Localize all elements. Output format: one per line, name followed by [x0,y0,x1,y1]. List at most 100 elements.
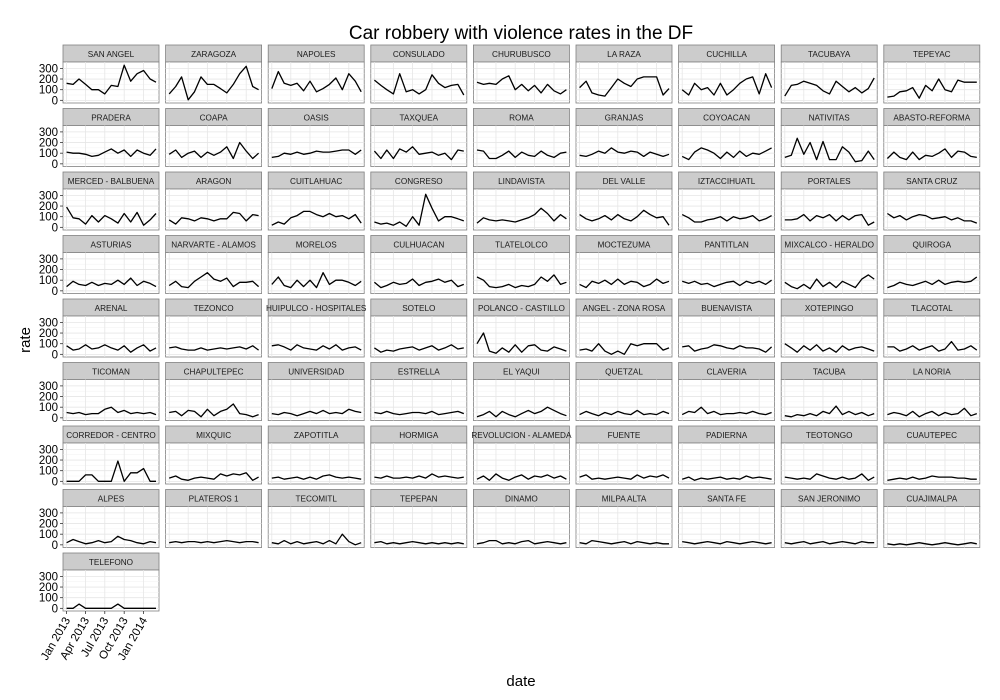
panel-label: CHURUBUSCO [492,50,551,59]
panel-background [780,61,878,104]
series-line [66,406,157,416]
panel-background [780,315,878,358]
panel-label: POLANCO - CASTILLO [478,304,565,313]
y-tick-label: 200 [39,519,58,531]
panel-11: COAPA [165,108,263,167]
series-line [784,540,875,545]
panel-label: TEZONCO [194,304,234,313]
panel-label: ZARAGOZA [191,50,237,59]
series-line [374,193,465,227]
panel-label: DEL VALLE [603,177,646,186]
series-line [887,407,978,418]
panel-2: ZARAGOZA [165,44,263,104]
panel-label: ANGEL - ZONA ROSA [583,304,666,313]
series-line [784,405,875,418]
series-line [682,540,772,545]
panel-35: MIXCALCO - HERALDO [780,235,878,294]
panel-label: MERCED - BALBUENA [68,177,155,186]
series-line [784,213,875,226]
panel-44: XOTEPINGO [780,298,878,358]
panel-label: CONGRESO [395,177,443,186]
panel-background [267,125,365,167]
y-tick-label: 200 [39,392,58,404]
panel-background [165,125,263,167]
panel-label: LINDAVISTA [498,177,545,186]
y-tick-label: 300 [39,444,58,456]
panel-label: COAPA [200,114,229,123]
series-line [374,344,464,353]
panel-background [165,188,263,231]
panel-39: HUIPULCO - HOSPITALES [266,298,367,358]
series-line [887,78,977,99]
panel-50: EL YAQUI [472,362,570,421]
series-line [271,344,362,351]
panel-background [165,442,263,485]
panel-3: NAPOLES [267,44,365,104]
panel-label: CLAVERIA [707,368,747,377]
panel-6: LA RAZA [575,44,673,104]
panel-label: ABASTO-REFORMA [893,114,970,123]
panel-13: TAXQUEA [370,108,468,167]
series-line [271,149,362,159]
panel-49: ESTRELLA [370,362,468,421]
panel-background [472,188,570,231]
panel-67: TEPEPAN [370,489,468,548]
panel-background [370,252,468,294]
panel-72: CUAJIMALPA [883,489,981,548]
series-line [169,539,259,544]
panel-16: COYOACAN [678,108,775,167]
panel-label: PORTALES [808,177,851,186]
y-tick-label: 200 [39,265,58,277]
panel-label: MILPA ALTA [602,495,647,504]
panel-label: IZTACCIHUATL [698,177,756,186]
panel-background [780,442,878,485]
panel-41: POLANCO - CASTILLO [472,298,570,358]
panel-56: MIXQUIC [165,425,263,485]
panel-68: DINAMO [472,489,570,548]
panel-47: CHAPULTEPEC [165,362,263,421]
panel-label: MIXCALCO - HERALDO [784,241,874,250]
panel-background [370,506,468,548]
panel-label: CUCHILLA [706,50,747,59]
panel-background [575,252,673,294]
series-line [681,214,772,223]
panel-label: TAXQUEA [400,114,439,123]
panel-17: NATIVITAS [780,108,878,167]
series-line [271,474,362,480]
y-tick-label: 0 [52,349,58,361]
panel-label: HUIPULCO - HOSPITALES [266,304,367,313]
series-line [373,278,465,289]
series-line [784,473,875,481]
y-tick-label: 0 [52,222,58,234]
panel-label: REVOLUCION - ALAMEDA [471,431,572,440]
series-line [579,343,670,355]
series-line [681,147,772,161]
x-axis-label: date [506,673,535,690]
panel-label: NAPOLES [297,50,336,59]
panel-26: PORTALES [780,171,878,231]
y-tick-label: 100 [39,339,58,351]
series-line [476,274,567,289]
panel-background [472,61,570,104]
panel-label: PLATEROS 1 [189,495,239,504]
panel-58: HORMIGA [370,425,468,485]
panel-4: CONSULADO [370,44,468,104]
series-line [374,410,465,416]
panel-61: PADIERNA [678,425,775,485]
series-line [169,472,259,481]
panel-label: SAN ANGEL [88,50,135,59]
panel-label: ARAGON [196,177,232,186]
y-tick-label: 300 [39,254,58,266]
panel-label: UNIVERSIDAD [288,368,344,377]
series-line [271,272,362,289]
panel-33: MOCTEZUMA [575,235,673,294]
panel-71: SAN JERONIMO [780,489,878,548]
series-line [373,146,464,161]
panel-background [678,188,775,231]
panel-label: CHAPULTEPEC [184,368,244,377]
panel-label: MORELOS [296,241,337,250]
